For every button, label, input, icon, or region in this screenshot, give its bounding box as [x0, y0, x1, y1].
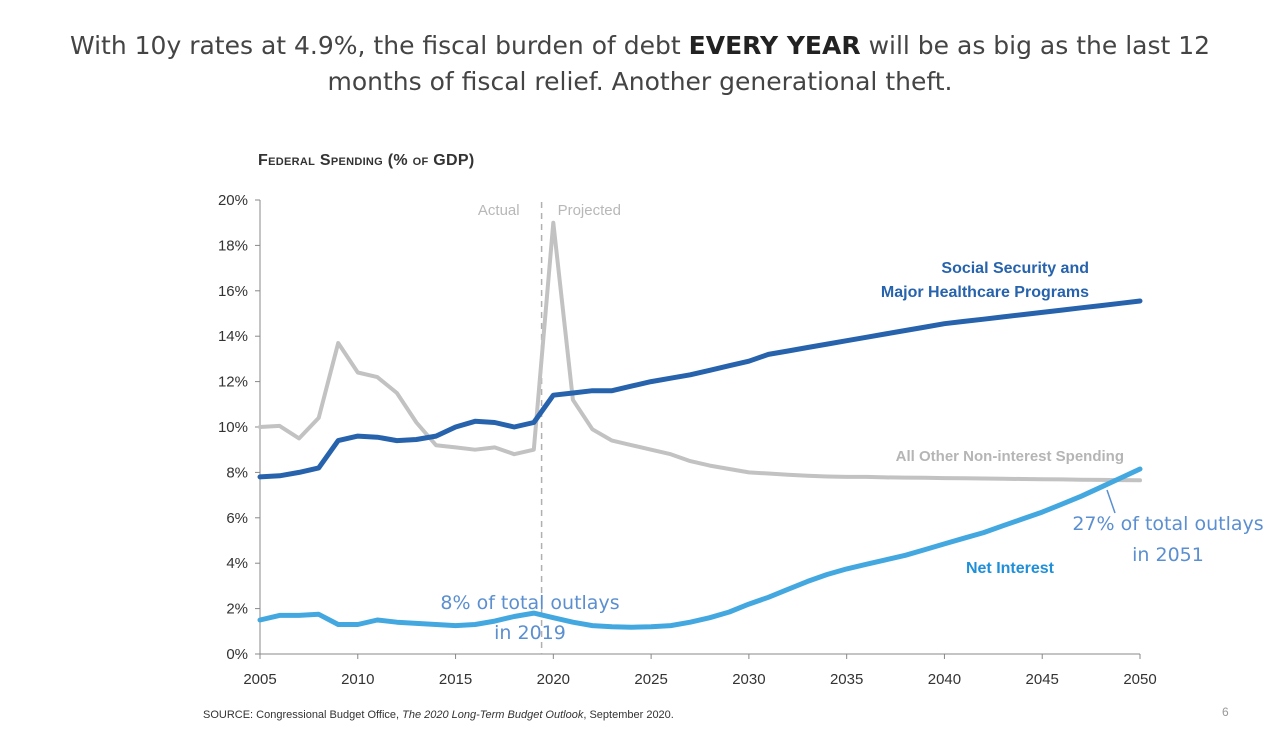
slide-title: With 10y rates at 4.9%, the fiscal burde…	[20, 28, 1260, 100]
net-interest-label: Net Interest	[966, 560, 1055, 577]
x-tick-label: 2040	[928, 671, 961, 688]
y-tick-label: 0%	[226, 646, 248, 663]
source-publication: The 2020 Long-Term Budget Outlook	[402, 709, 584, 721]
projected-label: Projected	[558, 202, 621, 219]
slide-title-text-1: With 10y rates at 4.9%, the fiscal burde…	[69, 31, 689, 60]
y-tick-label: 8%	[226, 464, 248, 481]
annotation-2019-line-2: in 2019	[494, 622, 566, 644]
social-security-healthcare-line	[257, 298, 1143, 480]
y-tick-label: 2%	[226, 601, 248, 618]
annotation-2019-line-1: 8% of total outlays	[440, 592, 619, 614]
y-tick-label: 16%	[218, 283, 248, 300]
page-number: 6	[1222, 705, 1229, 719]
x-tick-label: 2010	[341, 671, 374, 688]
social-security-label-line-2: Major Healthcare Programs	[881, 284, 1089, 301]
x-tick-label: 2035	[830, 671, 863, 688]
other-spending-label: All Other Non-interest Spending	[896, 448, 1124, 465]
slide-title-emphasis: EVERY YEAR	[688, 31, 861, 60]
x-tick-label: 2045	[1026, 671, 1059, 688]
y-tick-label: 12%	[218, 374, 248, 391]
x-tick-label: 2025	[634, 671, 667, 688]
slide-title-text-2: will be as big as the last 12 months of …	[327, 31, 1211, 96]
y-tick-label: 4%	[226, 555, 248, 572]
chart-title: Federal Spending (% of GDP)	[258, 152, 475, 169]
source-note: SOURCE: Congressional Budget Office, The…	[203, 709, 674, 721]
source-suffix: , September 2020.	[583, 709, 674, 721]
x-tick-label: 2050	[1123, 671, 1156, 688]
net-interest-line	[257, 466, 1143, 630]
y-tick-label: 10%	[218, 419, 248, 436]
annotation-2051-pointer	[1106, 489, 1116, 514]
x-tick-label: 2005	[243, 671, 276, 688]
source-prefix: SOURCE: Congressional Budget Office,	[203, 709, 403, 721]
social-security-label-line-1: Social Security and	[941, 260, 1089, 277]
x-tick-label: 2015	[439, 671, 472, 688]
y-tick-label: 6%	[226, 510, 248, 527]
y-tick-label: 18%	[218, 237, 248, 254]
other-noninterest-spending-line	[258, 220, 1142, 483]
y-tick-label: 20%	[218, 192, 248, 209]
x-tick-label: 2030	[732, 671, 765, 688]
annotation-2051-line-2: in 2051	[1132, 544, 1204, 566]
annotation-2051-line-1: 27% of total outlays	[1072, 513, 1263, 535]
x-tick-label: 2020	[537, 671, 570, 688]
y-tick-label: 14%	[218, 328, 248, 345]
actual-label: Actual	[478, 202, 520, 219]
